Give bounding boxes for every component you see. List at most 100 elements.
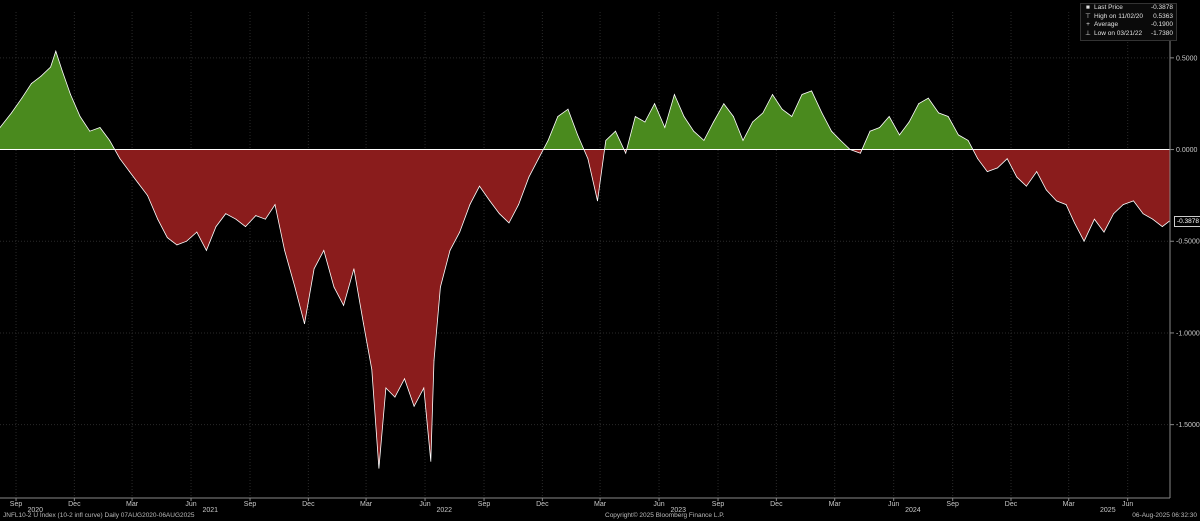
data-point: [61, 70, 63, 72]
data-point: [997, 167, 998, 169]
last-price-tag: -0.3878: [1174, 215, 1200, 227]
data-point: [615, 130, 616, 132]
data-point: [859, 152, 861, 154]
year-label: 2020: [27, 507, 43, 514]
data-point: [644, 121, 646, 123]
x-tick-label: Mar: [126, 501, 139, 508]
data-point: [378, 467, 380, 469]
year-label: 2022: [436, 507, 452, 514]
data-point: [1133, 200, 1134, 202]
data-point: [206, 250, 207, 251]
legend-row-high: ⊤ High on 11/02/20 0.5363: [1081, 13, 1176, 22]
data-point: [821, 112, 823, 114]
data-point: [343, 305, 345, 306]
data-point: [1045, 189, 1047, 191]
chart-line: [0, 49, 1171, 469]
footer-timestamp: 06-Aug-2025 06:32:30: [1132, 512, 1197, 519]
data-point: [196, 231, 198, 233]
data-point: [762, 112, 764, 114]
data-point: [176, 244, 178, 246]
data-point: [831, 130, 832, 132]
y-tick-label: -1.0000: [1176, 330, 1200, 337]
data-point: [385, 387, 387, 389]
data-point: [1056, 200, 1057, 202]
data-point: [840, 139, 841, 141]
x-tick-label: Dec: [536, 501, 549, 508]
legend-value: -0.3878: [1150, 4, 1173, 11]
data-point: [597, 200, 598, 202]
x-tick-label: Mar: [829, 501, 842, 508]
data-point: [21, 97, 23, 99]
data-point: [1093, 218, 1095, 220]
data-point: [50, 66, 52, 68]
y-tick-label: -0.5000: [1176, 239, 1200, 246]
x-tick-label: Mar: [1063, 501, 1076, 508]
positive-area: [862, 98, 973, 150]
data-point: [433, 360, 435, 361]
data-point: [879, 127, 880, 128]
legend-value: -1.7380: [1150, 29, 1173, 37]
data-point: [323, 250, 325, 251]
data-point: [557, 116, 559, 117]
x-tick-label: Jun: [185, 501, 196, 508]
x-tick-label: Mar: [360, 501, 373, 508]
positive-area: [626, 90, 851, 150]
y-tick-label: -1.5000: [1176, 422, 1200, 429]
data-point: [508, 222, 510, 224]
data-point: [274, 204, 276, 205]
data-point: [119, 158, 121, 160]
data-point: [1065, 204, 1067, 205]
x-tick-label: Sep: [478, 501, 491, 508]
data-point: [538, 158, 539, 160]
x-tick-label: Mar: [594, 501, 607, 508]
data-point: [70, 94, 71, 95]
data-point: [713, 121, 714, 123]
data-point: [752, 121, 754, 123]
legend-row-low: ⊥ Low on 03/21/22 -1.7380: [1081, 30, 1176, 39]
data-point: [459, 231, 461, 233]
legend-value: -0.1900: [1150, 21, 1173, 28]
footer-ticker: JNFL10-2 U Index (10-2 infl curve) Daily…: [3, 512, 195, 519]
data-point: [791, 116, 793, 117]
data-point: [899, 134, 900, 136]
data-point: [547, 139, 549, 141]
x-tick-label: Sep: [10, 501, 23, 508]
data-point: [587, 158, 589, 160]
x-tick-label: Jun: [419, 501, 430, 508]
data-point: [404, 378, 405, 380]
data-point: [186, 240, 187, 242]
data-point: [333, 286, 335, 288]
legend-label: High on 11/02/20: [1094, 12, 1144, 20]
data-point: [888, 116, 890, 117]
data-point: [304, 323, 305, 325]
data-point: [869, 130, 871, 132]
legend-row-average: + Average -0.1900: [1081, 21, 1176, 30]
data-point: [849, 149, 851, 150]
data-point: [489, 200, 491, 202]
grid: [0, 12, 1170, 498]
data-point: [986, 171, 988, 172]
positive-area: [0, 51, 115, 150]
data-point: [479, 185, 480, 187]
data-point: [674, 94, 675, 95]
data-point: [908, 121, 910, 123]
data-point: [811, 90, 813, 92]
year-label: 2024: [905, 507, 921, 514]
data-point: [215, 226, 217, 227]
x-tick-label: Dec: [68, 501, 81, 508]
data-point: [703, 139, 705, 141]
legend-label: Average: [1094, 21, 1119, 28]
data-point: [947, 116, 949, 117]
series-line: [0, 49, 1171, 469]
data-point: [137, 182, 139, 183]
data-point: [499, 213, 500, 215]
data-point: [1142, 213, 1144, 215]
data-point: [371, 369, 373, 371]
data-point: [1103, 231, 1105, 233]
data-point: [99, 127, 101, 128]
data-point: [255, 215, 257, 216]
data-point: [430, 460, 432, 462]
data-point: [605, 139, 607, 141]
data-point: [79, 116, 81, 117]
